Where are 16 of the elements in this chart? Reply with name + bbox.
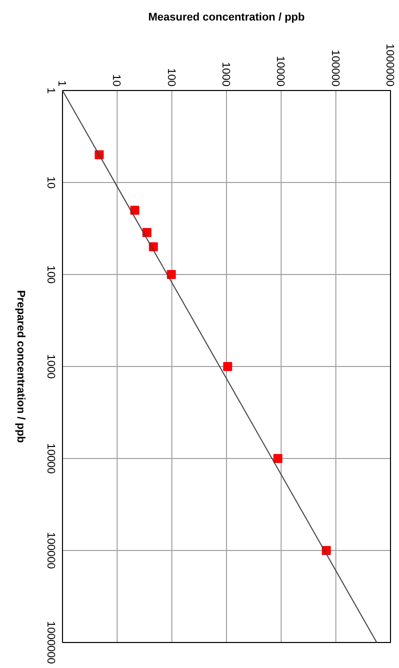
x-tick-label: 100 [164,68,177,87]
x-axis-title: Measured concentration / ppb [148,12,306,24]
y-tick-label: 100000 [44,532,56,569]
x-tick-label: 1000000 [384,44,396,87]
x-tick-label: 1000 [220,62,232,87]
y-tick-label: 10 [44,176,56,189]
y-tick-label: 1 [44,87,56,94]
y-tick-label: 1000000 [44,621,56,664]
y-axis-title: Prepared concentration / ppb [14,290,26,444]
x-tick-label: 10000 [274,56,286,87]
x-tick-label: 1 [56,80,68,87]
x-tick-label: 100000 [328,50,341,87]
y-tick-label: 100 [44,265,56,284]
y-tick-label: 1000 [44,354,56,379]
y-tick-label: 10000 [44,443,56,474]
x-tick-label: 10 [110,74,122,87]
